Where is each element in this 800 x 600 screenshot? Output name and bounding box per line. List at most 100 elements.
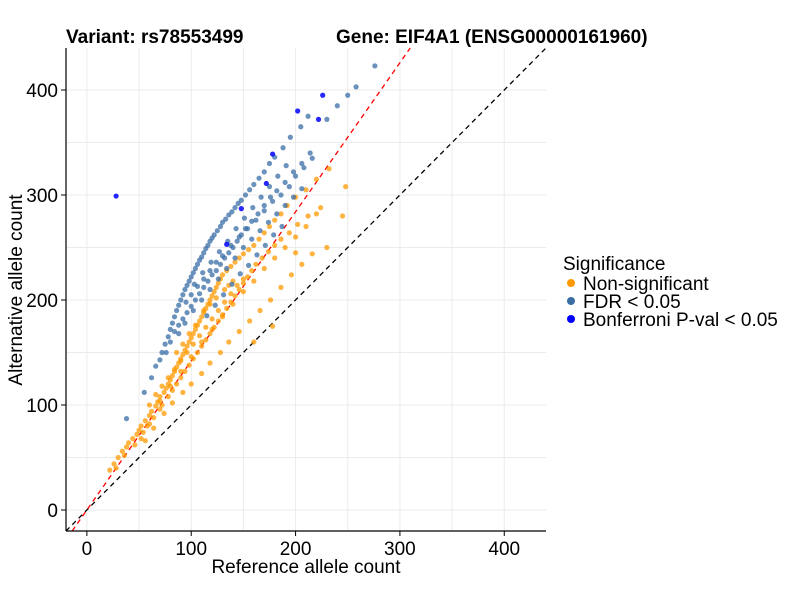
point-fdr-0-05 bbox=[169, 320, 176, 326]
point-non-significant bbox=[157, 398, 163, 404]
point-non-significant bbox=[343, 184, 349, 190]
x-tick-label: 200 bbox=[280, 539, 312, 560]
point-fdr-0-05 bbox=[275, 173, 281, 179]
point-fdr-0-05 bbox=[250, 205, 256, 211]
point-non-significant bbox=[169, 400, 176, 406]
point-fdr-0-05 bbox=[282, 179, 288, 185]
point-non-significant bbox=[163, 385, 169, 391]
point-non-significant bbox=[138, 423, 144, 429]
point-non-significant bbox=[236, 286, 242, 293]
point-fdr-0-05 bbox=[290, 194, 297, 200]
point-non-significant bbox=[236, 255, 242, 261]
legend-label-1: FDR < 0.05 bbox=[583, 292, 681, 313]
point-non-significant bbox=[232, 259, 238, 265]
point-non-significant bbox=[157, 406, 163, 412]
point-non-significant bbox=[188, 354, 194, 360]
y-tick-label: 300 bbox=[26, 186, 58, 207]
point-non-significant bbox=[151, 415, 157, 421]
point-fdr-0-05 bbox=[215, 276, 221, 282]
point-non-significant bbox=[111, 461, 117, 467]
point-non-significant bbox=[146, 412, 153, 419]
point-non-significant bbox=[339, 213, 346, 219]
point-non-significant bbox=[151, 425, 157, 431]
point-non-significant bbox=[165, 394, 171, 400]
point-fdr-0-05 bbox=[213, 259, 219, 265]
point-fdr-0-05 bbox=[201, 284, 207, 290]
point-non-significant bbox=[142, 418, 148, 424]
point-non-significant bbox=[272, 255, 278, 261]
point-non-significant bbox=[180, 352, 186, 358]
point-bonferroni-p-val-0-05 bbox=[238, 206, 244, 212]
point-fdr-0-05 bbox=[163, 349, 169, 356]
point-fdr-0-05 bbox=[244, 226, 251, 232]
point-non-significant bbox=[232, 293, 238, 299]
point-non-significant bbox=[292, 250, 299, 256]
point-fdr-0-05 bbox=[224, 265, 230, 272]
point-non-significant bbox=[148, 408, 155, 414]
point-non-significant bbox=[224, 305, 230, 311]
point-non-significant bbox=[219, 272, 226, 278]
legend-key-1 bbox=[567, 297, 575, 305]
point-fdr-0-05 bbox=[270, 198, 276, 204]
chart-title-gene: Gene: EIF4A1 (ENSG00000161960) bbox=[336, 27, 648, 48]
point-fdr-0-05 bbox=[176, 322, 182, 328]
point-fdr-0-05 bbox=[258, 194, 264, 200]
point-non-significant bbox=[313, 211, 320, 217]
point-non-significant bbox=[217, 349, 224, 356]
point-fdr-0-05 bbox=[298, 124, 304, 130]
point-non-significant bbox=[230, 301, 236, 307]
point-non-significant bbox=[180, 341, 186, 347]
point-non-significant bbox=[203, 324, 209, 330]
point-fdr-0-05 bbox=[290, 169, 297, 175]
point-non-significant bbox=[153, 403, 159, 409]
point-non-significant bbox=[165, 375, 171, 381]
point-fdr-0-05 bbox=[299, 160, 305, 167]
point-fdr-0-05 bbox=[324, 116, 330, 122]
point-fdr-0-05 bbox=[184, 310, 190, 316]
point-fdr-0-05 bbox=[282, 202, 288, 209]
point-fdr-0-05 bbox=[241, 215, 248, 221]
point-non-significant bbox=[126, 440, 132, 446]
point-fdr-0-05 bbox=[200, 270, 206, 276]
point-fdr-0-05 bbox=[178, 297, 184, 303]
point-non-significant bbox=[303, 223, 309, 230]
point-non-significant bbox=[272, 242, 278, 248]
point-fdr-0-05 bbox=[232, 205, 238, 211]
point-fdr-0-05 bbox=[148, 375, 155, 381]
point-non-significant bbox=[115, 454, 121, 461]
y-tick-label: 100 bbox=[26, 396, 58, 417]
point-fdr-0-05 bbox=[192, 297, 198, 303]
point-fdr-0-05 bbox=[205, 278, 211, 284]
point-non-significant bbox=[107, 467, 113, 473]
point-fdr-0-05 bbox=[280, 145, 286, 151]
point-fdr-0-05 bbox=[309, 155, 315, 161]
point-non-significant bbox=[159, 402, 165, 408]
point-non-significant bbox=[192, 326, 198, 332]
point-bonferroni-p-val-0-05 bbox=[295, 108, 301, 114]
point-fdr-0-05 bbox=[261, 202, 267, 209]
point-non-significant bbox=[113, 465, 119, 471]
point-non-significant bbox=[199, 370, 205, 377]
point-fdr-0-05 bbox=[257, 228, 263, 234]
point-fdr-0-05 bbox=[188, 303, 194, 309]
x-tick-label: 300 bbox=[384, 539, 416, 560]
point-fdr-0-05 bbox=[201, 250, 207, 256]
point-non-significant bbox=[207, 360, 213, 366]
point-non-significant bbox=[256, 236, 262, 242]
point-non-significant bbox=[207, 297, 213, 303]
point-non-significant bbox=[270, 323, 276, 329]
point-fdr-0-05 bbox=[255, 211, 261, 217]
point-non-significant bbox=[134, 431, 140, 437]
point-non-significant bbox=[140, 429, 146, 435]
y-tick-label: 200 bbox=[26, 291, 58, 312]
point-fdr-0-05 bbox=[190, 270, 196, 276]
point-fdr-0-05 bbox=[188, 292, 194, 298]
point-non-significant bbox=[159, 383, 165, 389]
point-non-significant bbox=[207, 301, 213, 307]
point-non-significant bbox=[251, 242, 257, 248]
point-fdr-0-05 bbox=[199, 297, 205, 303]
point-bonferroni-p-val-0-05 bbox=[113, 193, 119, 199]
point-fdr-0-05 bbox=[180, 316, 186, 322]
